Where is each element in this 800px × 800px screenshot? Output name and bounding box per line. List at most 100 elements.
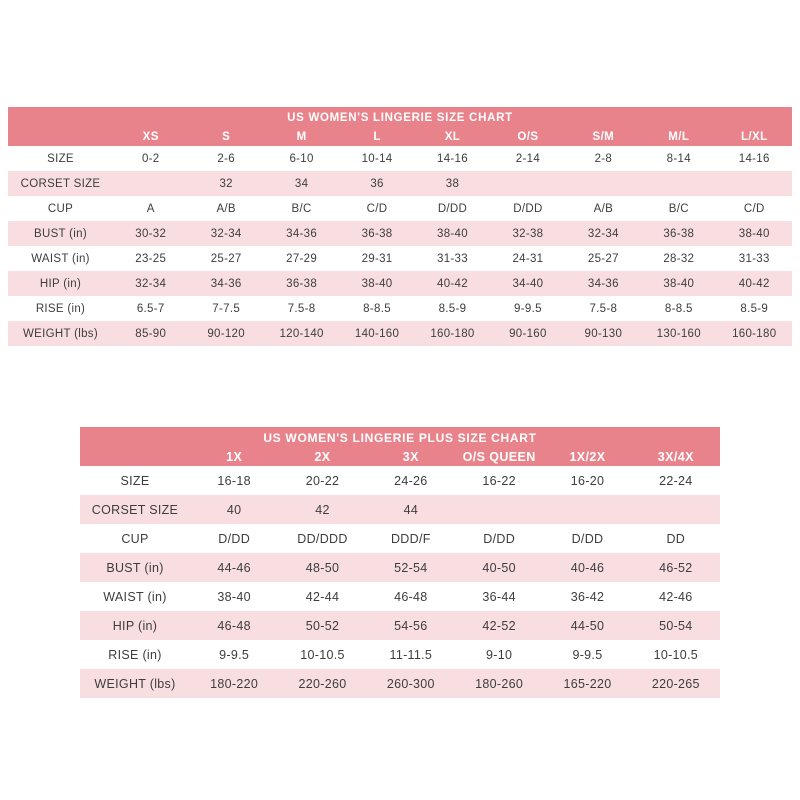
cell-value: A/B [593,202,614,215]
cell-value: DD [666,531,686,546]
cell-value: 11-11.5 [389,647,433,662]
cell-value: 40-42 [437,277,468,290]
cell-value: 28-32 [663,252,695,265]
cell-value [641,171,716,196]
cell-value: 38 [445,177,460,190]
cell-value: 44-50 [570,618,605,633]
cell-value: 7.5-8 [589,302,618,315]
row-label: SIZE [120,473,150,488]
column-header: XL [414,128,491,146]
cell-value: 180-260 [475,676,524,691]
table-body: SIZE 16-18 20-22 24-26 16-22 16-20 22-24 CORSET… [80,466,720,698]
title-row: US WOMEN'S LINGERIE PLUS SIZE CHART [80,427,720,448]
row-label: BUST (in) [106,560,164,575]
cell-value: DD/DDD [297,531,348,546]
row-label: HIP (in) [112,618,158,633]
cell-value [113,171,188,196]
cell-value: 23-25 [135,252,167,265]
cell-value [490,171,565,196]
cell-value: 32-34 [135,277,167,290]
cell-value: D/DD [483,531,516,546]
table-row: HIP (in) 32-34 34-36 36-38 38-40 40-42 34-40 34… [8,271,792,296]
chart-title: US WOMEN'S LINGERIE SIZE CHART [8,107,792,128]
cell-value: A/B [216,202,236,215]
cell-value: 34-36 [286,227,318,240]
table-row: BUST (in) 30-32 32-34 34-36 36-38 38-40 32-38 3… [8,221,792,246]
table-row: WEIGHT (lbs) 85-90 90-120 120-140 140-160 160… [8,321,792,346]
cell-value: 0-2 [141,152,160,165]
cell-value: 32-34 [587,227,619,240]
cell-value: 130-160 [656,327,701,340]
row-label: BUST (in) [34,227,87,240]
table-row: CUP A A/B B/C C/D D/DD D/DD A/B B/C C/D [8,196,792,221]
column-header: O/S [490,128,566,146]
table-head: US WOMEN'S LINGERIE SIZE CHART XS S M L XL O/… [8,107,792,146]
cell-value: 36 [370,177,384,190]
cell-value: 9-10 [486,647,513,662]
cell-value: 14-16 [437,152,468,165]
column-header: 3X [366,448,455,466]
cell-value: D/DD [437,202,468,215]
cell-value: 9-9.5 [514,302,542,315]
cell-value: 7.5-8 [287,302,316,315]
cell-value [566,171,641,196]
cell-value: 90-130 [584,327,623,340]
table-row: SIZE 0-2 2-6 6-10 10-14 14-16 2-14 2-8 8-14 14-16 [8,146,792,171]
row-label: HIP (in) [39,277,82,290]
title-row: US WOMEN'S LINGERIE SIZE CHART [8,107,792,128]
column-header: L [339,128,415,146]
cell-value: 31-33 [738,252,770,265]
row-label: SIZE [47,152,74,165]
cell-value: 2-14 [515,152,541,165]
cell-value: 90-120 [207,327,245,340]
cell-value: 36-42 [570,589,605,604]
cell-value: 46-52 [659,560,693,575]
cell-value: 40-50 [482,560,516,575]
row-label: WEIGHT (lbs) [94,676,176,691]
cell-value: 2-6 [217,152,235,165]
row-label: WEIGHT (lbs) [23,327,98,340]
cell-value: 16-18 [217,473,251,488]
cell-value: 29-31 [361,252,393,265]
cell-value: 10-14 [361,152,393,165]
column-header: M [263,128,340,146]
cell-value: 44 [403,502,419,517]
cell-value: C/D [743,202,765,215]
row-label: WAIST (in) [103,589,167,604]
cell-value: 31-33 [437,252,468,265]
cell-value: 30-32 [135,227,167,240]
cell-value: 165-220 [563,676,612,691]
row-label: CORSET SIZE [91,502,179,517]
cell-value: 46-48 [217,618,251,633]
cell-value: 36-44 [482,589,516,604]
cell-value: 10-10.5 [300,647,345,662]
cell-value: 42-46 [659,589,693,604]
table-row: BUST (in) 44-46 48-50 52-54 40-50 40-46 46-52 [80,553,720,582]
cell-value: 6.5-7 [136,302,165,315]
column-header: 1X [190,448,279,466]
cell-value: 9-9.5 [572,647,603,662]
cell-value: 260-300 [386,676,435,691]
cell-value: 38-40 [217,589,251,604]
row-label: CUP [47,202,74,215]
cell-value: 42-44 [305,589,340,604]
cell-value: 38-40 [437,227,468,240]
cell-value: 50-52 [305,618,340,633]
cell-value [632,495,720,524]
cell-value: 36-38 [361,227,393,240]
lingerie-size-chart: US WOMEN'S LINGERIE SIZE CHART XS S M L XL O/… [8,107,792,346]
cell-value: 16-20 [570,473,605,488]
row-label: CORSET SIZE [20,177,101,190]
lingerie-plus-size-chart: US WOMEN'S LINGERIE PLUS SIZE CHART 1X 2X… [80,427,720,698]
cell-value: 8-8.5 [363,302,391,315]
cell-value: 54-56 [394,618,428,633]
cell-value: 160-180 [732,327,777,340]
column-header-row: 1X 2X 3X O/S QUEEN 1X/2X 3X/4X [80,448,720,466]
table-row: WAIST (in) 23-25 25-27 27-29 29-31 31-33 24-31… [8,246,792,271]
cell-value: 34-40 [512,277,544,290]
row-label: CUP [121,531,149,546]
cell-value: 24-31 [512,252,544,265]
table-body: SIZE 0-2 2-6 6-10 10-14 14-16 2-14 2-8 8-14 14-16… [8,146,792,346]
cell-value: 34 [294,177,309,190]
cell-value: B/C [291,202,312,215]
